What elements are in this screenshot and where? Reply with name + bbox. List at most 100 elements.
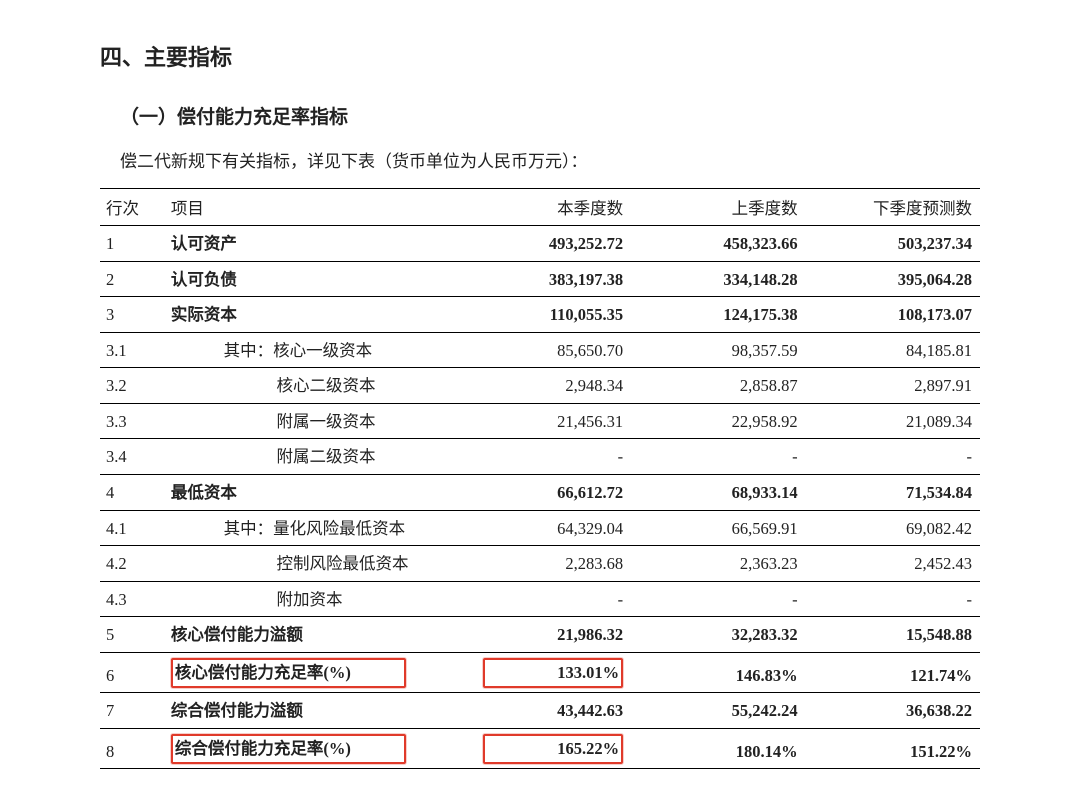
cell-value: 2,283.68 [452,546,632,582]
cell-item: 最低资本 [167,474,452,510]
cell-value: 2,897.91 [806,368,980,404]
table-row: 3.4附属二级资本--- [100,439,980,475]
subsection-title: （一）偿付能力充足率指标 [120,102,980,129]
cell-value: - [452,439,632,475]
table-row: 2认可负债383,197.38334,148.28395,064.28 [100,261,980,297]
cell-value: 21,089.34 [806,403,980,439]
cell-value: 334,148.28 [631,261,805,297]
cell-value: 146.83% [631,652,805,693]
cell-value: 66,569.91 [631,510,805,546]
cell-value: - [631,439,805,475]
cell-value: 21,986.32 [452,617,632,653]
table-row: 3实际资本110,055.35124,175.38108,173.07 [100,297,980,333]
cell-item: 综合偿付能力溢额 [167,693,452,729]
cell-value: 43,442.63 [452,693,632,729]
cell-item: 认可负债 [167,261,452,297]
table-row: 3.2核心二级资本2,948.342,858.872,897.91 [100,368,980,404]
cell-value: 165.22% [452,728,632,769]
cell-item: 核心偿付能力溢额 [167,617,452,653]
col-header-prev: 上季度数 [631,189,805,226]
cell-idx: 4.1 [100,510,167,546]
indicators-table: 行次 项目 本季度数 上季度数 下季度预测数 1认可资产493,252.7245… [100,188,980,769]
cell-value: 22,958.92 [631,403,805,439]
cell-value: 458,323.66 [631,226,805,262]
cell-item: 其中：核心一级资本 [167,332,452,368]
table-row: 7综合偿付能力溢额43,442.6355,242.2436,638.22 [100,693,980,729]
table-header-row: 行次 项目 本季度数 上季度数 下季度预测数 [100,189,980,226]
cell-item: 控制风险最低资本 [167,546,452,582]
cell-idx: 8 [100,728,167,769]
cell-value: 32,283.32 [631,617,805,653]
cell-value: 493,252.72 [452,226,632,262]
cell-value: 36,638.22 [806,693,980,729]
table-row: 4最低资本66,612.7268,933.1471,534.84 [100,474,980,510]
cell-value: 85,650.70 [452,332,632,368]
cell-value: 68,933.14 [631,474,805,510]
cell-value: 84,185.81 [806,332,980,368]
cell-idx: 7 [100,693,167,729]
cell-value: 110,055.35 [452,297,632,333]
cell-value: - [806,439,980,475]
table-row: 3.3附属一级资本21,456.3122,958.9221,089.34 [100,403,980,439]
cell-value: 383,197.38 [452,261,632,297]
col-header-next: 下季度预测数 [806,189,980,226]
col-header-idx: 行次 [100,189,167,226]
cell-item: 其中：量化风险最低资本 [167,510,452,546]
cell-value: 133.01% [452,652,632,693]
cell-item: 核心偿付能力充足率(%) [167,652,452,693]
cell-idx: 3.1 [100,332,167,368]
cell-value: 108,173.07 [806,297,980,333]
col-header-cur: 本季度数 [452,189,632,226]
cell-idx: 6 [100,652,167,693]
cell-value: 21,456.31 [452,403,632,439]
cell-idx: 4.2 [100,546,167,582]
cell-value: 2,858.87 [631,368,805,404]
cell-value: 66,612.72 [452,474,632,510]
cell-idx: 2 [100,261,167,297]
cell-item: 认可资产 [167,226,452,262]
table-row: 4.1其中：量化风险最低资本64,329.0466,569.9169,082.4… [100,510,980,546]
cell-idx: 5 [100,617,167,653]
cell-idx: 3.4 [100,439,167,475]
cell-value: 2,363.23 [631,546,805,582]
cell-value: 124,175.38 [631,297,805,333]
cell-value: 503,237.34 [806,226,980,262]
cell-item: 核心二级资本 [167,368,452,404]
cell-value: 15,548.88 [806,617,980,653]
cell-idx: 3.3 [100,403,167,439]
cell-value: - [806,581,980,617]
cell-value: 55,242.24 [631,693,805,729]
cell-value: 395,064.28 [806,261,980,297]
cell-value: 98,357.59 [631,332,805,368]
section-title: 四、主要指标 [100,40,980,72]
table-row: 4.3附加资本--- [100,581,980,617]
table-row: 8综合偿付能力充足率(%)165.22%180.14%151.22% [100,728,980,769]
table-row: 5核心偿付能力溢额21,986.3232,283.3215,548.88 [100,617,980,653]
cell-idx: 4.3 [100,581,167,617]
cell-value: 121.74% [806,652,980,693]
cell-item: 附属二级资本 [167,439,452,475]
cell-item: 实际资本 [167,297,452,333]
cell-item: 附属一级资本 [167,403,452,439]
intro-text: 偿二代新规下有关指标，详见下表（货币单位为人民币万元）： [120,147,980,172]
cell-value: - [631,581,805,617]
cell-value: 2,452.43 [806,546,980,582]
cell-idx: 3.2 [100,368,167,404]
table-body: 1认可资产493,252.72458,323.66503,237.342认可负债… [100,226,980,769]
cell-idx: 3 [100,297,167,333]
col-header-item: 项目 [167,189,452,226]
cell-value: 64,329.04 [452,510,632,546]
cell-value: 180.14% [631,728,805,769]
table-row: 6核心偿付能力充足率(%)133.01%146.83%121.74% [100,652,980,693]
cell-idx: 1 [100,226,167,262]
cell-value: 71,534.84 [806,474,980,510]
table-row: 4.2控制风险最低资本2,283.682,363.232,452.43 [100,546,980,582]
cell-value: 151.22% [806,728,980,769]
cell-idx: 4 [100,474,167,510]
table-row: 3.1其中：核心一级资本85,650.7098,357.5984,185.81 [100,332,980,368]
cell-value: - [452,581,632,617]
cell-value: 69,082.42 [806,510,980,546]
cell-item: 综合偿付能力充足率(%) [167,728,452,769]
cell-item: 附加资本 [167,581,452,617]
table-row: 1认可资产493,252.72458,323.66503,237.34 [100,226,980,262]
